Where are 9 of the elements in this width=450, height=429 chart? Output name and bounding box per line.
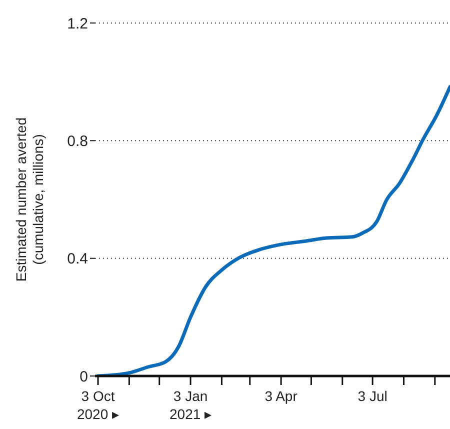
x-tick-label: 3 Oct 2020 ▸ <box>76 388 120 422</box>
x-tick-label: 3 Jan 2021 ▸ <box>170 388 212 422</box>
y-tick-label: 1.2 <box>67 15 88 32</box>
y-tick-label: 0.4 <box>67 250 88 268</box>
y-tick-label: 0 <box>80 368 88 386</box>
y-tick-label: 0.8 <box>67 132 88 150</box>
x-tick-label: 3 Apr <box>264 388 298 404</box>
x-tick-label: 3 Jul <box>358 388 388 404</box>
y-axis-title: Estimated number averted (cumulative, millions) <box>13 117 46 282</box>
